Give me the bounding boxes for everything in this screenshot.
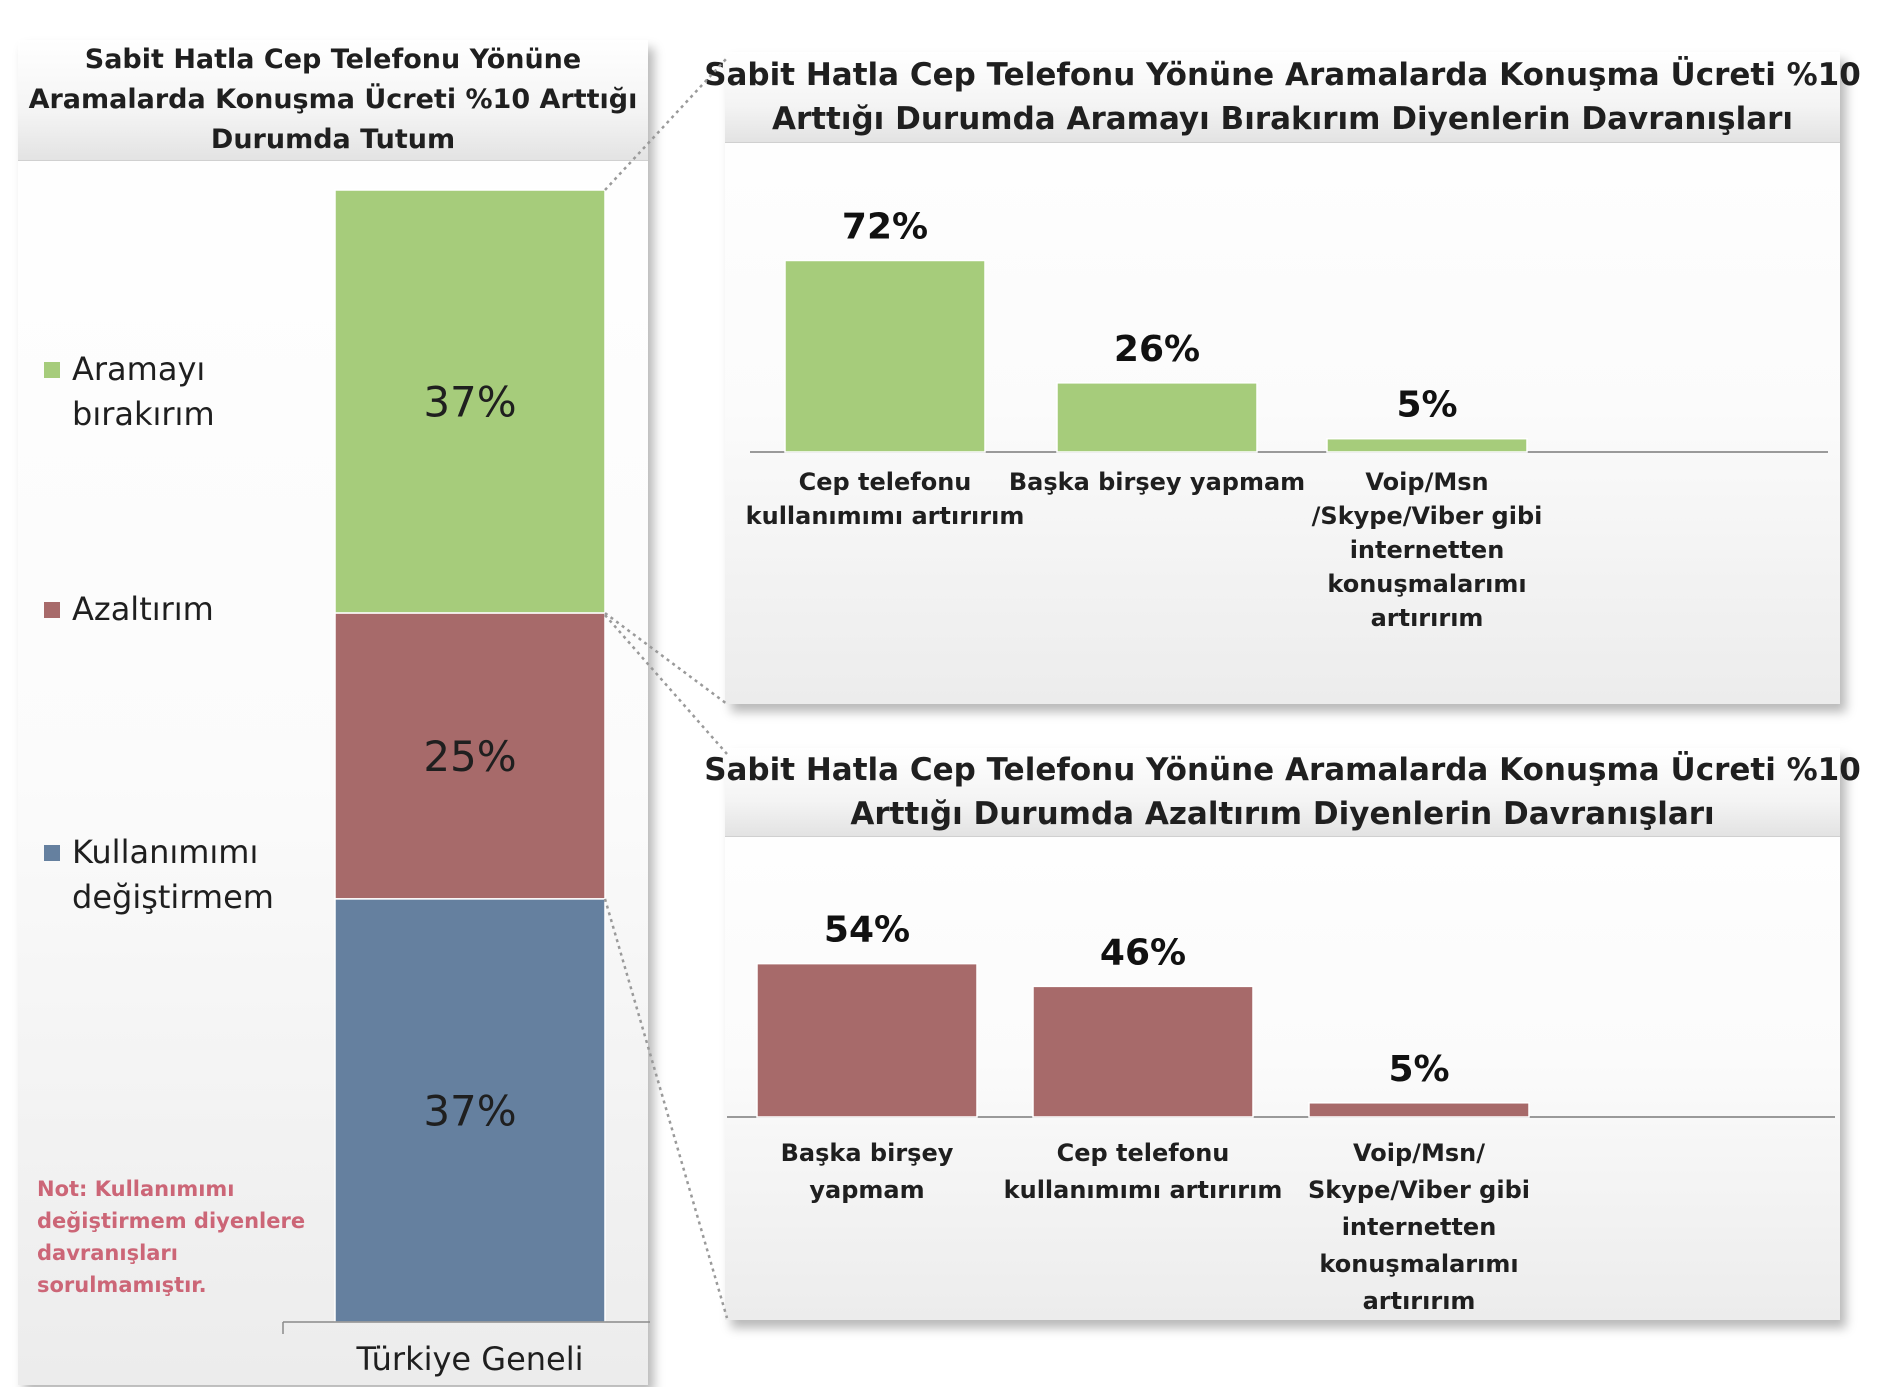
x-tick-label: Cep telefonu [799, 468, 972, 496]
footnote: değiştirmem diyenlere [37, 1209, 305, 1233]
stacked-segment [334, 189, 606, 614]
x-tick-label: yapmam [809, 1176, 924, 1204]
bar-value-label: 26% [1114, 329, 1200, 370]
legend-entry: bırakırım [72, 395, 215, 433]
x-tick-label: /Skype/Viber gibi [1312, 502, 1543, 530]
connector-line [604, 57, 728, 191]
connector-line [604, 612, 728, 706]
top-bar-chart-title: Sabit Hatla Cep Telefonu Yönüne Aramalar… [704, 52, 1861, 143]
bar-value-label: 72% [842, 206, 928, 247]
x-tick-label: Voip/Msn/ [1353, 1139, 1485, 1167]
bar-value-label: 54% [824, 910, 910, 951]
legend-swatch [44, 602, 60, 618]
bar-value-label: 5% [1396, 385, 1457, 426]
title-line: Durumda Tutum [210, 124, 456, 155]
segment-value-label: 37% [423, 378, 516, 427]
title-line: Arttığı Durumda Aramayı Bırakırım Diyenl… [771, 101, 1794, 137]
bar-value-label: 46% [1100, 932, 1186, 973]
stacked-segment [334, 898, 606, 1323]
x-tick-label: internetten [1350, 536, 1505, 564]
connector-line [603, 898, 729, 1319]
legend-entry: Kullanımımı [72, 833, 258, 871]
bar-value-label: 5% [1388, 1049, 1449, 1090]
segment-value-label: 37% [423, 1086, 516, 1135]
x-tick-label: internetten [1342, 1213, 1497, 1241]
bar [1032, 985, 1254, 1118]
x-tick-label: kullanımımı artırırım [746, 502, 1025, 530]
x-tick-label: artırırım [1363, 1287, 1476, 1315]
legend-swatch [44, 845, 60, 861]
bar [1056, 382, 1258, 453]
x-tick-label: kullanımımı artırırım [1004, 1176, 1283, 1204]
bar [784, 259, 986, 453]
x-tick-label: artırırım [1371, 604, 1484, 632]
x-tick-label: Türkiye Geneli [355, 1340, 583, 1378]
legend-swatch [44, 362, 60, 378]
title-line: Sabit Hatla Cep Telefonu Yönüne Aramalar… [704, 752, 1861, 788]
x-tick-label: Skype/Viber gibi [1308, 1176, 1530, 1204]
bar [756, 962, 978, 1118]
stacked-chart-title: Sabit Hatla Cep Telefonu Yönüne Aramalar… [18, 40, 648, 161]
x-tick-label: konuşmalarımı [1319, 1250, 1518, 1278]
x-tick-label: konuşmalarımı [1327, 570, 1526, 598]
stacked-segment [334, 612, 606, 900]
legend-entry: Aramayı [72, 350, 205, 388]
x-tick-label: Voip/Msn [1365, 468, 1488, 496]
connector-line [604, 614, 728, 755]
bottom-bar-chart-title: Sabit Hatla Cep Telefonu Yönüne Aramalar… [704, 748, 1861, 837]
legend-entry: değiştirmem [72, 878, 274, 916]
x-tick-label: Cep telefonu [1057, 1139, 1230, 1167]
footnote: Not: Kullanımımı [37, 1177, 234, 1201]
title-line: Sabit Hatla Cep Telefonu Yönüne [84, 44, 582, 75]
top-bar-chart-panel: Sabit Hatla Cep Telefonu Yönüne Aramalar… [704, 52, 1861, 704]
footnote: sorulmamıştır. [37, 1273, 207, 1297]
footnote: davranışları [37, 1241, 178, 1265]
title-line: Sabit Hatla Cep Telefonu Yönüne Aramalar… [704, 57, 1861, 93]
title-line: Arttığı Durumda Azaltırım Diyenlerin Dav… [850, 796, 1715, 832]
title-line: Aramalarda Konuşma Ücreti %10 Arttığı [28, 84, 638, 115]
bar [1326, 437, 1528, 453]
x-tick-label: Başka birşey [781, 1139, 954, 1167]
legend-entry: Azaltırım [72, 590, 214, 628]
x-tick-label: Başka birşey yapmam [1009, 468, 1305, 496]
segment-value-label: 25% [423, 732, 516, 781]
bar [1308, 1102, 1530, 1118]
